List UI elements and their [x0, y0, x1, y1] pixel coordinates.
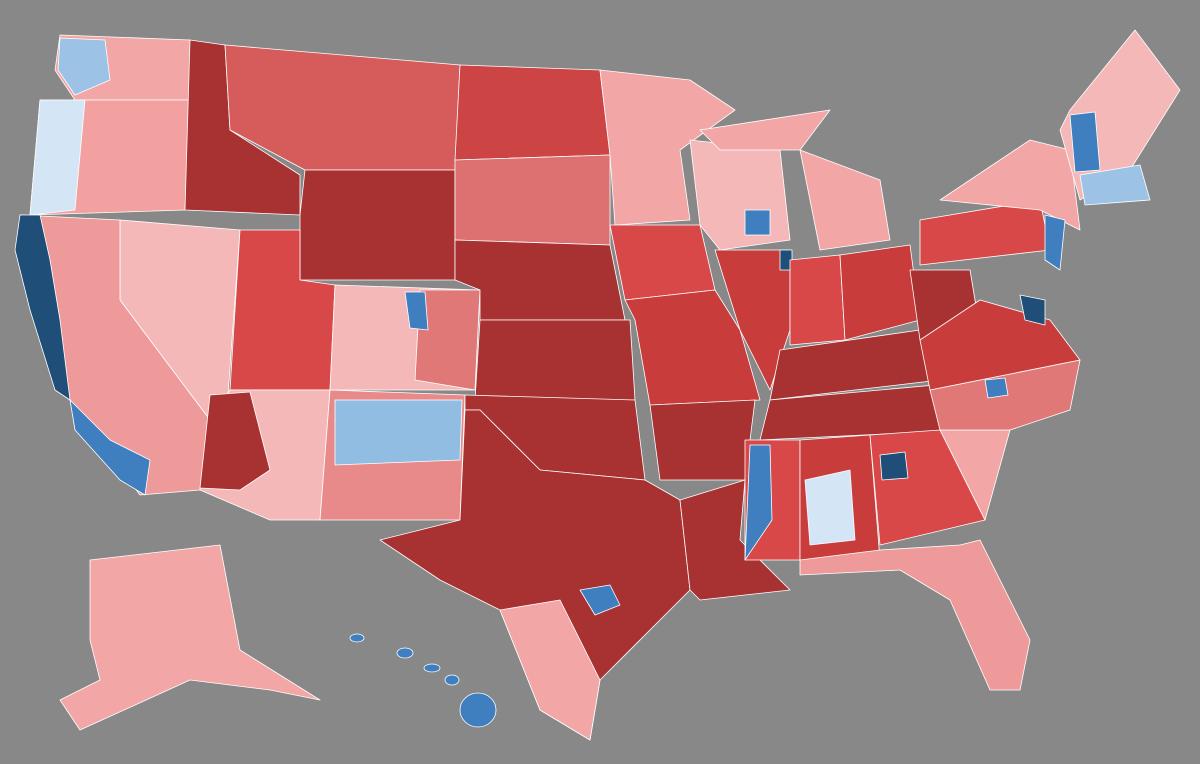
region-tx-blue [579, 584, 621, 616]
region-nj [1044, 214, 1066, 271]
island [423, 663, 441, 673]
region-vt [1069, 111, 1101, 173]
region-ia [609, 224, 716, 301]
region-wa-blue [57, 37, 111, 96]
region-co-blue [404, 291, 429, 331]
region-ak [59, 544, 321, 731]
region-al-blue [804, 469, 856, 546]
region-ar [649, 399, 756, 481]
region-wi-blue [744, 209, 771, 236]
island [459, 692, 497, 728]
region-in [789, 254, 846, 346]
region-ma [1079, 164, 1151, 206]
region-ks [474, 319, 636, 401]
region-va-blue [1019, 294, 1046, 326]
region-mi [799, 149, 891, 251]
region-ca-south [69, 399, 151, 496]
region-fl [799, 539, 1031, 691]
region-nc-blue [984, 377, 1009, 399]
island [349, 633, 365, 643]
region-mn [599, 69, 736, 226]
contiguous-us [14, 29, 1181, 741]
island [444, 674, 460, 686]
region-or-coast [29, 99, 86, 216]
alaska [59, 544, 321, 731]
region-ne [454, 239, 626, 321]
region-ga-blue [879, 451, 909, 481]
region-ny [939, 139, 1081, 231]
region-sd [454, 154, 611, 246]
island [396, 647, 414, 659]
region-az-west [199, 391, 271, 491]
region-co-east [414, 289, 481, 391]
region-nd [454, 64, 611, 161]
region-ms-blue [744, 444, 773, 561]
region-wy [299, 169, 456, 281]
region-nm-blue [334, 399, 463, 466]
region-mo [624, 289, 761, 406]
region-tx-south [499, 599, 601, 741]
hawaii [349, 633, 497, 728]
